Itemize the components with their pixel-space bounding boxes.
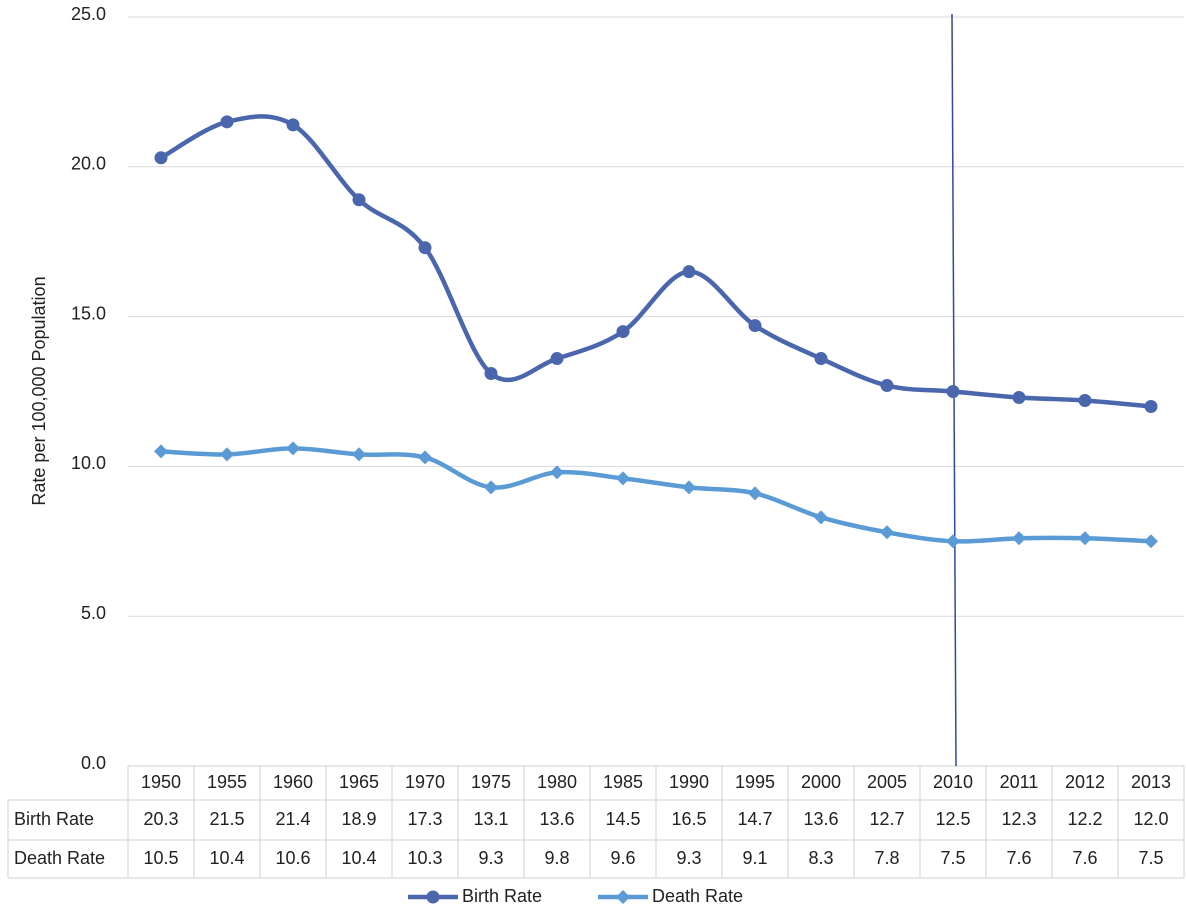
x-tick-label: 1950 [141, 772, 181, 792]
data-point [682, 480, 696, 495]
table-cell: 10.6 [275, 848, 310, 868]
data-point [352, 447, 366, 462]
table-cell: 14.7 [737, 809, 772, 829]
data-point [616, 471, 630, 486]
legend-label: Death Rate [652, 886, 743, 906]
data-point [220, 115, 234, 129]
table-cell: 12.0 [1133, 809, 1168, 829]
table-cell: 21.5 [209, 809, 244, 829]
data-point [814, 352, 828, 366]
data-point [616, 325, 630, 339]
x-tick-label: 1975 [471, 772, 511, 792]
table-cell: 12.3 [1001, 809, 1036, 829]
data-point [154, 151, 168, 165]
x-tick-label: 2010 [933, 772, 973, 792]
table-cell: 12.7 [869, 809, 904, 829]
data-point [418, 241, 432, 255]
table-cell: 17.3 [407, 809, 442, 829]
table-cell: 9.3 [478, 848, 503, 868]
table-cell: 14.5 [605, 809, 640, 829]
x-tick-label: 2013 [1131, 772, 1171, 792]
table-cell: 7.6 [1006, 848, 1031, 868]
data-point [880, 379, 894, 393]
data-point [946, 385, 960, 398]
data-point [1078, 531, 1092, 546]
x-tick-label: 1995 [735, 772, 775, 792]
data-point [484, 480, 498, 495]
data-point [880, 525, 894, 540]
y-tick-label: 20.0 [71, 154, 106, 174]
table-cell: 9.6 [610, 848, 635, 868]
x-tick-label: 2005 [867, 772, 907, 792]
table-cell: 10.4 [209, 848, 244, 868]
data-point [946, 534, 960, 549]
table-cell: 9.3 [676, 848, 701, 868]
table-cell: 13.1 [473, 809, 508, 829]
table-cell: 13.6 [803, 809, 838, 829]
data-point [814, 510, 828, 525]
x-tick-label: 1960 [273, 772, 313, 792]
y-tick-label: 0.0 [81, 753, 106, 773]
data-point [286, 118, 300, 132]
data-point [484, 367, 498, 381]
y-tick-label: 15.0 [71, 303, 106, 323]
table-cell: 7.6 [1072, 848, 1097, 868]
data-point [550, 465, 564, 480]
table-cell: 20.3 [143, 809, 178, 829]
table-cell: 21.4 [275, 809, 310, 829]
data-point [748, 486, 762, 501]
data-point [1012, 390, 1026, 404]
x-tick-label: 1980 [537, 772, 577, 792]
table-cell: 7.8 [874, 848, 899, 868]
table-cell: 10.3 [407, 848, 442, 868]
data-point [1012, 531, 1026, 546]
x-tick-label: 2012 [1065, 772, 1105, 792]
x-tick-label: 1970 [405, 772, 445, 792]
y-tick-label: 10.0 [71, 453, 106, 473]
table-cell: 10.5 [143, 848, 178, 868]
table-cell: 7.5 [1138, 848, 1163, 868]
table-row-label: Birth Rate [14, 809, 94, 829]
x-tick-label: 1965 [339, 772, 379, 792]
legend-label: Birth Rate [462, 886, 542, 906]
y-tick-label: 25.0 [71, 4, 106, 24]
x-tick-label: 1955 [207, 772, 247, 792]
table-cell: 13.6 [539, 809, 574, 829]
table-cell: 10.4 [341, 848, 376, 868]
table-cell: 9.1 [742, 848, 767, 868]
x-tick-label: 1990 [669, 772, 709, 792]
table-cell: 16.5 [671, 809, 706, 829]
data-point [352, 193, 366, 207]
table-row-label: Death Rate [14, 848, 105, 868]
data-point [748, 319, 762, 333]
data-point [1144, 534, 1158, 549]
series-line [160, 446, 1152, 544]
data-point [1078, 393, 1092, 407]
data-point [682, 265, 696, 279]
x-tick-label: 2011 [1000, 772, 1039, 792]
data-point [154, 444, 168, 459]
data-point [550, 352, 564, 366]
series-line [159, 114, 1152, 409]
table-cell: 7.5 [940, 848, 965, 868]
y-tick-label: 5.0 [81, 603, 106, 623]
y-axis-title: Rate per 100,000 Population [29, 276, 49, 505]
table-cell: 18.9 [341, 809, 376, 829]
table-cell: 12.2 [1067, 809, 1102, 829]
data-point [286, 441, 300, 456]
legend-marker [426, 890, 440, 904]
x-tick-label: 1985 [603, 772, 643, 792]
data-point [220, 447, 234, 462]
data-point [418, 450, 432, 465]
table-cell: 8.3 [808, 848, 833, 868]
table-cell: 9.8 [544, 848, 569, 868]
x-tick-label: 2000 [801, 772, 841, 792]
data-point [1144, 399, 1158, 413]
table-cell: 12.5 [935, 809, 970, 829]
legend-marker [616, 890, 630, 904]
